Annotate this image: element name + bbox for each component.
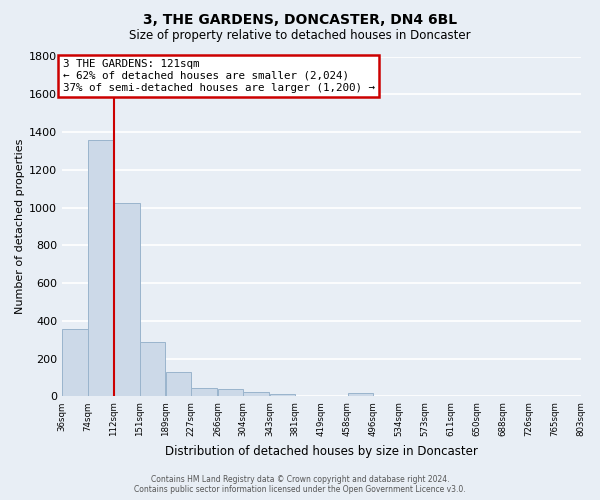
Text: 3, THE GARDENS, DONCASTER, DN4 6BL: 3, THE GARDENS, DONCASTER, DN4 6BL xyxy=(143,12,457,26)
Bar xyxy=(62,330,88,396)
Bar xyxy=(270,394,295,396)
Bar xyxy=(113,203,140,396)
Text: Size of property relative to detached houses in Doncaster: Size of property relative to detached ho… xyxy=(129,29,471,42)
Bar xyxy=(88,140,113,396)
Bar xyxy=(140,342,166,396)
Bar xyxy=(191,388,217,396)
Bar xyxy=(347,392,373,396)
Y-axis label: Number of detached properties: Number of detached properties xyxy=(15,139,25,314)
Text: Contains HM Land Registry data © Crown copyright and database right 2024.
Contai: Contains HM Land Registry data © Crown c… xyxy=(134,474,466,494)
Bar xyxy=(166,372,191,396)
X-axis label: Distribution of detached houses by size in Doncaster: Distribution of detached houses by size … xyxy=(165,444,478,458)
Bar xyxy=(244,392,269,396)
Bar xyxy=(218,389,243,396)
Text: 3 THE GARDENS: 121sqm
← 62% of detached houses are smaller (2,024)
37% of semi-d: 3 THE GARDENS: 121sqm ← 62% of detached … xyxy=(63,60,375,92)
